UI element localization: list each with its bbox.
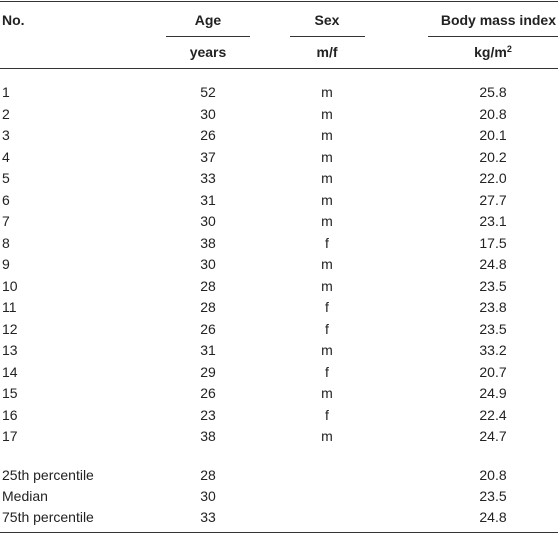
cell-no: 3 xyxy=(2,127,10,143)
cell-sex: m xyxy=(321,191,333,208)
rule xyxy=(0,68,558,69)
summary-age: 30 xyxy=(200,488,216,504)
cell-bmi: 20.2 xyxy=(479,148,507,165)
cell-age: 30 xyxy=(200,105,216,122)
rule xyxy=(428,36,558,37)
cell-sex: f xyxy=(325,299,329,315)
cell-sex: m xyxy=(321,428,333,444)
rule xyxy=(0,532,558,533)
cell-age: 26 xyxy=(200,385,216,401)
cell-sex: m xyxy=(321,84,333,100)
cell-age: 23 xyxy=(200,406,216,423)
cell-age: 26 xyxy=(200,127,216,143)
cell-sex: m xyxy=(321,170,333,186)
summary-age: 33 xyxy=(200,509,216,525)
summary-bmi: 20.8 xyxy=(479,467,507,483)
unit-text: kg/m xyxy=(474,44,507,60)
cell-bmi: 33.2 xyxy=(479,342,507,358)
cell-no: 7 xyxy=(2,213,10,229)
cell-age: 28 xyxy=(200,277,216,294)
summary-label: 25th percentile xyxy=(2,467,94,483)
cell-sex: m xyxy=(321,105,333,122)
cell-bmi: 20.1 xyxy=(479,127,507,143)
cell-sex: m xyxy=(321,385,333,401)
cell-no: 4 xyxy=(2,148,10,165)
summary-age: 28 xyxy=(200,467,216,483)
cell-bmi: 20.8 xyxy=(479,105,507,122)
cell-bmi: 25.8 xyxy=(479,84,507,100)
cell-no: 13 xyxy=(2,342,18,358)
cell-sex: f xyxy=(325,363,329,380)
rule xyxy=(166,36,250,37)
header-age: Age xyxy=(194,12,222,28)
cell-bmi: 24.9 xyxy=(479,385,507,401)
cell-age: 30 xyxy=(200,213,216,229)
cell-age: 33 xyxy=(200,170,216,186)
cell-sex: m xyxy=(321,213,333,229)
cell-bmi: 20.7 xyxy=(479,363,507,380)
unit-bmi: kg/m2 xyxy=(474,43,512,61)
header-no: No. xyxy=(2,12,25,28)
unit-sex: m/f xyxy=(316,44,338,60)
unit-age: years xyxy=(189,44,227,60)
cell-no: 9 xyxy=(2,256,10,272)
cell-bmi: 27.7 xyxy=(479,191,507,208)
header-sex: Sex xyxy=(314,12,340,28)
cell-age: 31 xyxy=(200,342,216,358)
cell-age: 30 xyxy=(200,256,216,272)
cell-no: 8 xyxy=(2,234,10,251)
cell-age: 52 xyxy=(200,84,216,100)
cell-no: 17 xyxy=(2,428,18,444)
cell-no: 1 xyxy=(2,84,10,100)
cell-bmi: 24.8 xyxy=(479,256,507,272)
cell-age: 28 xyxy=(200,299,216,315)
cell-sex: f xyxy=(325,406,329,423)
cell-sex: m xyxy=(321,148,333,165)
cell-age: 31 xyxy=(200,191,216,208)
unit-sup: 2 xyxy=(506,44,512,54)
cell-no: 12 xyxy=(2,320,18,337)
cell-bmi: 17.5 xyxy=(479,234,507,251)
rule xyxy=(290,36,365,37)
cell-no: 15 xyxy=(2,385,18,401)
cell-sex: m xyxy=(321,342,333,358)
summary-bmi: 23.5 xyxy=(479,488,507,504)
cell-no: 10 xyxy=(2,277,18,294)
cell-age: 38 xyxy=(200,234,216,251)
cell-no: 6 xyxy=(2,191,10,208)
rule xyxy=(0,1,558,2)
cell-age: 38 xyxy=(200,428,216,444)
cell-age: 37 xyxy=(200,148,216,165)
cell-bmi: 23.5 xyxy=(479,320,507,337)
cell-bmi: 22.4 xyxy=(479,406,507,423)
cell-bmi: 23.5 xyxy=(479,277,507,294)
cell-sex: f xyxy=(325,320,329,337)
summary-label: Median xyxy=(2,488,48,504)
header-bmi: Body mass index xyxy=(440,12,556,28)
cell-age: 26 xyxy=(200,320,216,337)
cell-no: 16 xyxy=(2,406,18,423)
cell-age: 29 xyxy=(200,363,216,380)
cell-bmi: 23.8 xyxy=(479,299,507,315)
cell-sex: m xyxy=(321,127,333,143)
cell-no: 2 xyxy=(2,105,10,122)
cell-bmi: 22.0 xyxy=(479,170,507,186)
cell-no: 14 xyxy=(2,363,18,380)
cell-bmi: 24.7 xyxy=(479,428,507,444)
cell-no: 11 xyxy=(2,299,17,315)
cell-bmi: 23.1 xyxy=(479,213,507,229)
summary-label: 75th percentile xyxy=(2,509,94,525)
summary-bmi: 24.8 xyxy=(479,509,507,525)
cell-no: 5 xyxy=(2,170,10,186)
cell-sex: m xyxy=(321,277,333,294)
cell-sex: m xyxy=(321,256,333,272)
cell-sex: f xyxy=(325,234,329,251)
